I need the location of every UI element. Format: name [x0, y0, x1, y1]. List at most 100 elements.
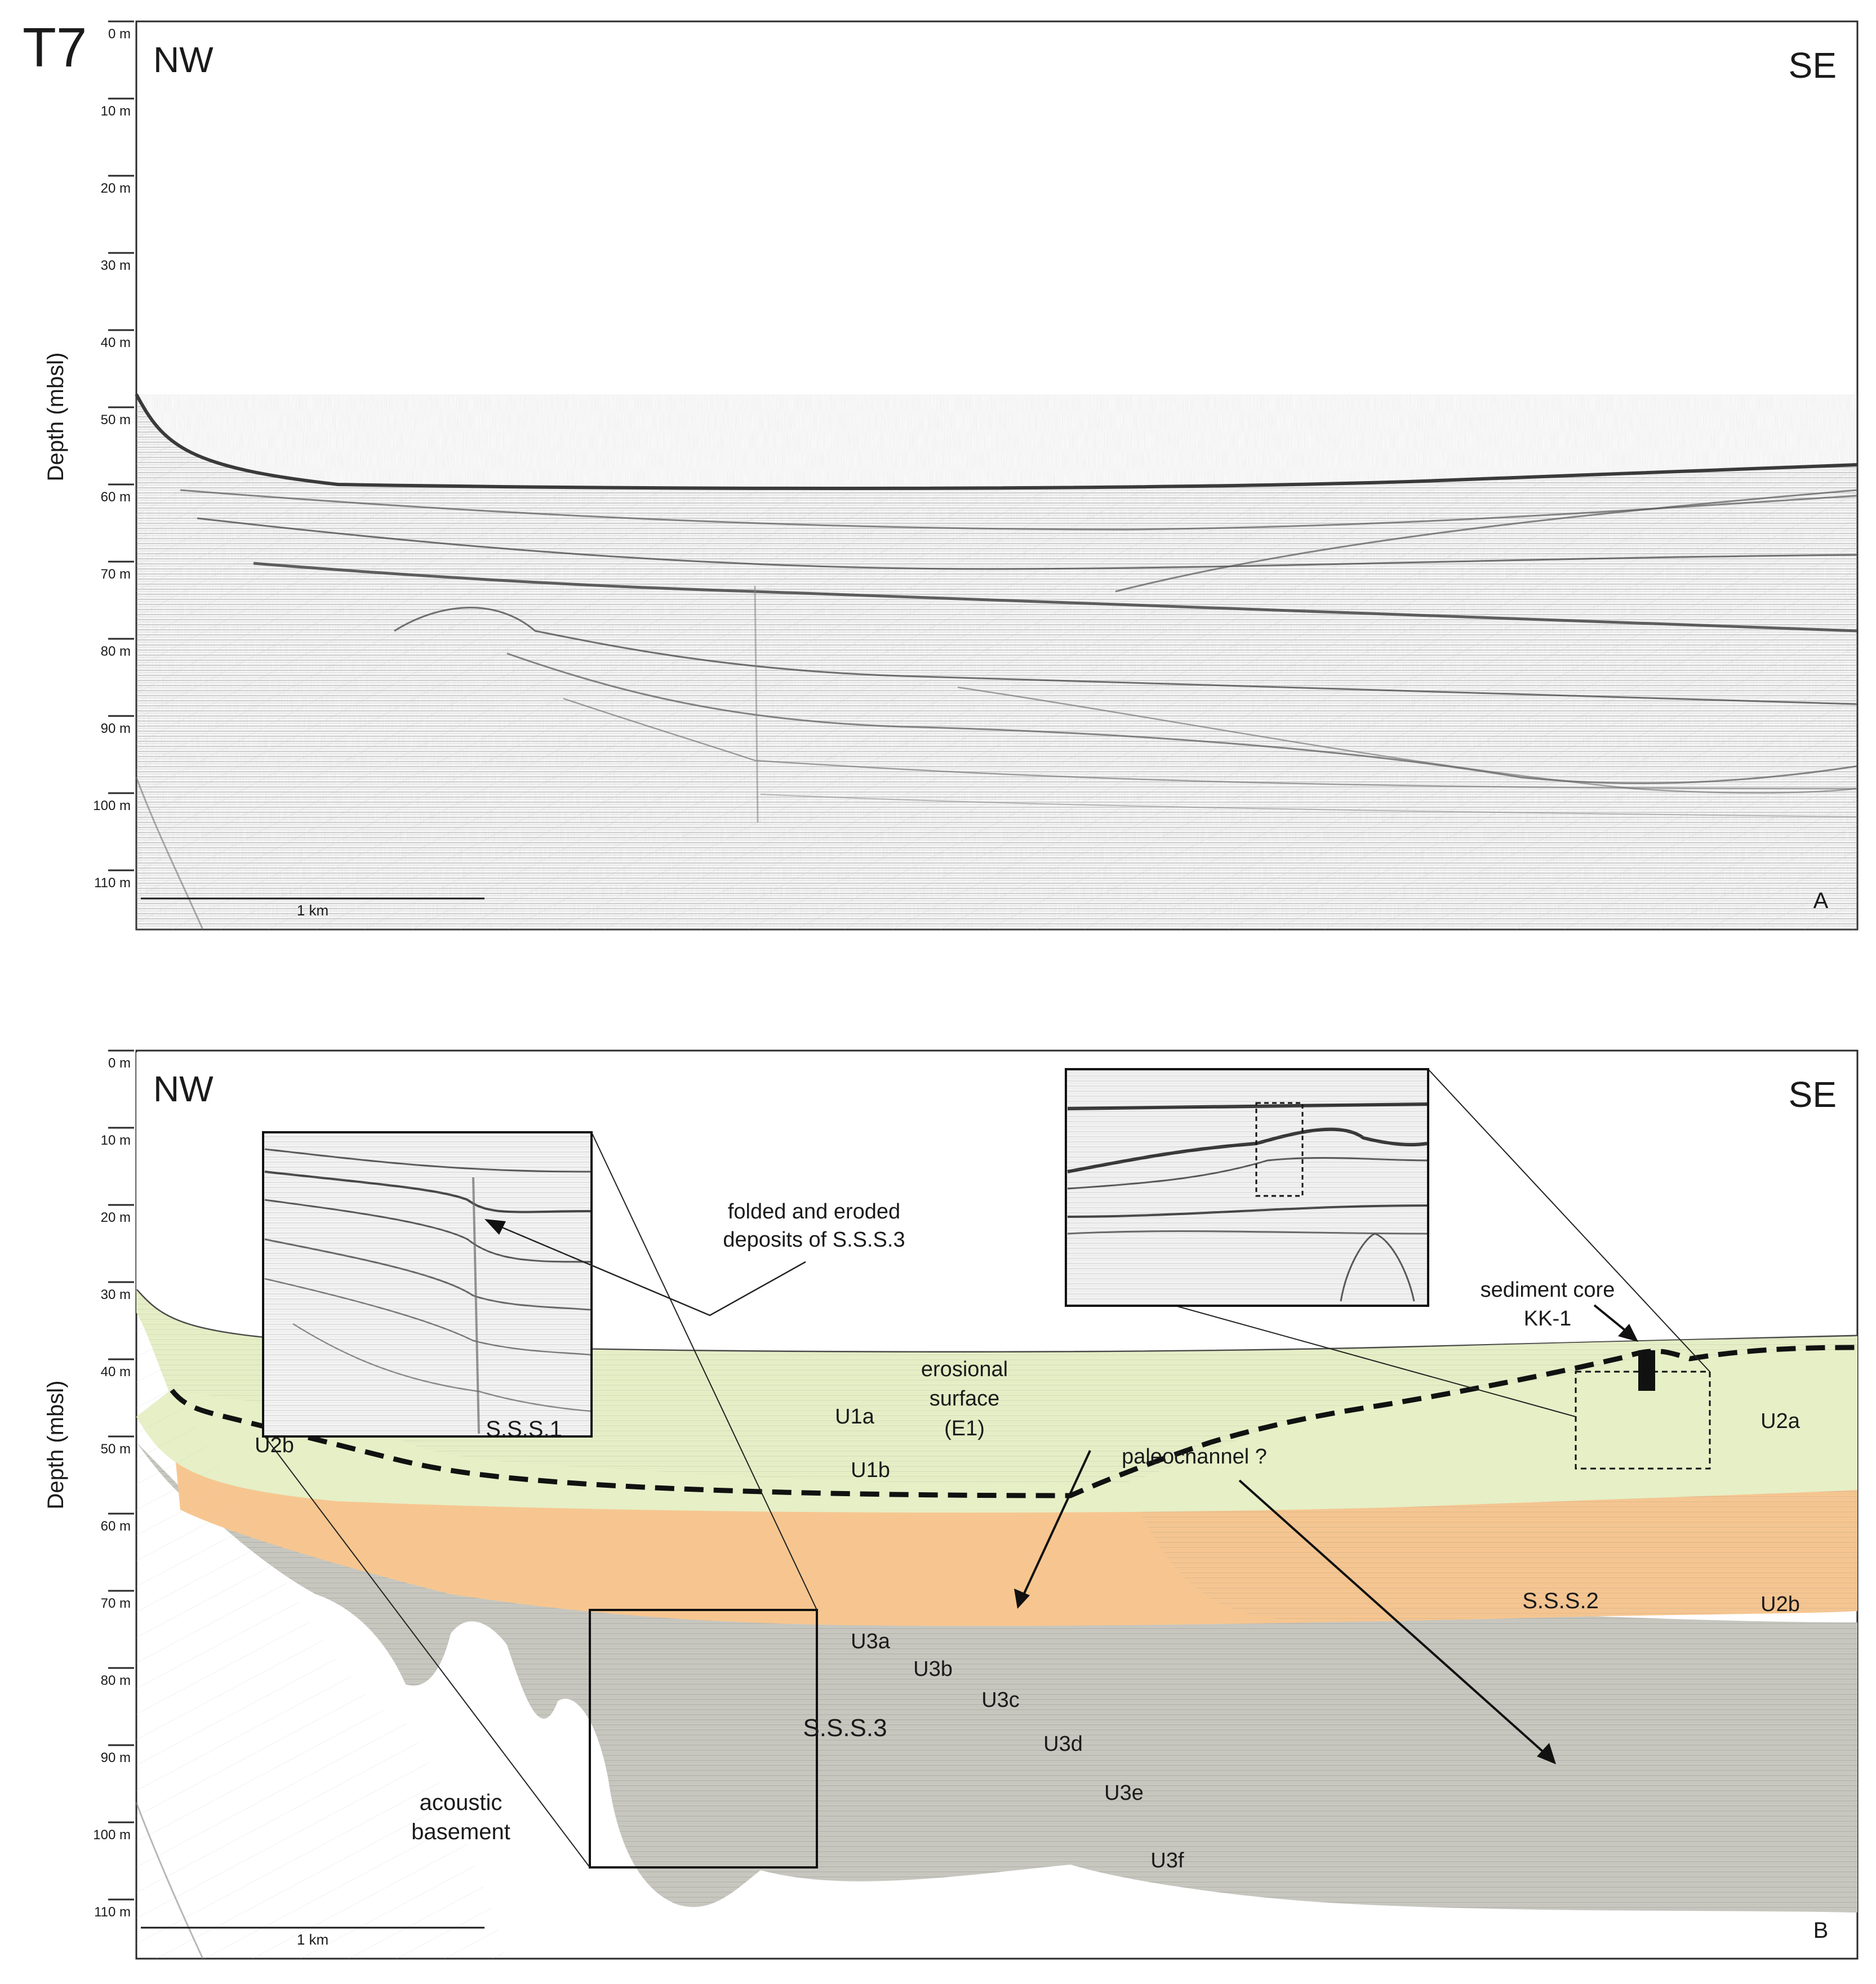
- depth-tick-label: 60 m: [101, 490, 131, 505]
- paleochannel-arrowhead: [1537, 1743, 1556, 1764]
- depth-tick-label: 0 m: [108, 1056, 131, 1071]
- unit-u1b-label: U1b: [851, 1458, 890, 1482]
- folded-deposits-label-2: deposits of S.S.S.3: [723, 1228, 905, 1252]
- panel-b-depth-axis-title: Depth (mbsl): [43, 1381, 68, 1510]
- depth-tick-label: 70 m: [101, 1596, 131, 1611]
- depth-tick-label: 30 m: [101, 258, 131, 273]
- panel-a-depth-axis: 0 m 10 m 20 m 30 m 40 m 50 m 60 m 70 m 80 m 90 m 1…: [93, 20, 134, 891]
- erosional-label-1: erosional: [921, 1358, 1008, 1381]
- erosional-label-3: (E1): [944, 1417, 985, 1440]
- unit-u2b-left-label: U2b: [255, 1434, 294, 1457]
- sss1-label: S.S.S.1: [486, 1417, 562, 1442]
- depth-tick-label: 40 m: [101, 1364, 131, 1380]
- depth-tick-label: 90 m: [101, 721, 131, 736]
- depth-tick-label: 110 m: [94, 875, 131, 891]
- panel-a-reflector: [563, 697, 1858, 790]
- sss3-label: S.S.S.3: [803, 1714, 887, 1742]
- unit-u3f-label: U3f: [1150, 1849, 1184, 1872]
- panel-b-se-label: SE: [1789, 1074, 1837, 1115]
- panel-b: 1 km B NW SE: [135, 1049, 1859, 1960]
- panel-a-depth-axis-title: Depth (mbsl): [43, 353, 68, 482]
- panel-a: 1 km A NW SE: [135, 20, 1859, 931]
- depth-tick-label: 60 m: [101, 1519, 131, 1534]
- depth-tick-label: 0 m: [108, 26, 131, 42]
- panel-b-nw-label: NW: [153, 1069, 214, 1109]
- erosional-label-2: surface: [930, 1387, 1000, 1411]
- panel-a-deep-texture: [136, 394, 1857, 929]
- basement-label-2: basement: [411, 1820, 510, 1844]
- panel-a-nw-label: NW: [153, 39, 214, 80]
- depth-tick-label: 10 m: [101, 104, 131, 119]
- unit-u2b-right-label: U2b: [1761, 1592, 1800, 1616]
- inset-left: [262, 1131, 593, 1438]
- inset-left-texture: [264, 1133, 590, 1435]
- depth-tick-label: 100 m: [93, 1827, 131, 1843]
- panel-a-reflector: [197, 517, 1858, 570]
- acoustic-basement-edge: [135, 1802, 204, 1959]
- paleochannel-pointer: [1238, 1479, 1548, 1756]
- unit-u3d-label: U3d: [1043, 1732, 1083, 1756]
- unit-u3e-label: U3e: [1104, 1781, 1144, 1805]
- zoom-connector: [1428, 1069, 1710, 1372]
- inset-right: [1065, 1068, 1429, 1307]
- panel-a-fault: [754, 585, 759, 823]
- panel-a-letter: A: [1813, 888, 1829, 913]
- depth-tick-label: 20 m: [101, 1210, 131, 1225]
- acoustic-basement: [136, 1313, 507, 1959]
- figure-label: T7: [23, 16, 87, 78]
- folded-deposits-arrowhead: [484, 1219, 506, 1235]
- depth-tick-label: 50 m: [101, 1442, 131, 1457]
- depth-tick-label: 30 m: [101, 1287, 131, 1302]
- panel-b-depth-axis: 0 m 10 m 20 m 30 m 40 m 50 m 60 m 70 m 80 m 90 m 1…: [93, 1049, 134, 1920]
- zoom-connector: [591, 1132, 817, 1611]
- depth-tick-label: 20 m: [101, 181, 131, 196]
- sediment-core-kk1: [1638, 1350, 1655, 1391]
- panel-a-reflector: [253, 562, 1858, 633]
- sss3-reflectors: [136, 1442, 1857, 1912]
- panel-b-scale-label: 1 km: [297, 1931, 328, 1948]
- panel-a-reflector: [506, 652, 1858, 784]
- depth-tick-label: 80 m: [101, 1673, 131, 1688]
- unit-u2a-label: U2a: [1761, 1409, 1801, 1433]
- depth-tick-label: 110 m: [94, 1905, 131, 1920]
- panel-a-scale-label: 1 km: [297, 902, 328, 919]
- panel-a-reflector: [957, 686, 1858, 794]
- inset-right-core-box: [1255, 1102, 1304, 1197]
- depth-tick-label: 70 m: [101, 567, 131, 582]
- depth-tick-label: 90 m: [101, 1750, 131, 1765]
- zoom-box-left: [589, 1609, 818, 1869]
- panel-a-seafloor-line: [135, 393, 1858, 490]
- panel-a-se-label: SE: [1789, 45, 1837, 86]
- paleochannel-label: paleochannel ?: [1122, 1445, 1267, 1469]
- unit-u3c-label: U3c: [981, 1688, 1020, 1712]
- depth-tick-label: 80 m: [101, 644, 131, 659]
- panel-a-reflector: [180, 489, 1858, 531]
- erosional-arrowhead: [1014, 1589, 1030, 1609]
- depth-tick-label: 50 m: [101, 412, 131, 428]
- unit-u1a-label: U1a: [835, 1405, 875, 1429]
- sss1-upper-band: [136, 1391, 338, 1501]
- core-arrowhead: [1618, 1324, 1638, 1342]
- sss1-region: [136, 1349, 1857, 1513]
- folded-deposits-label-1: folded and eroded: [728, 1200, 900, 1224]
- sss2-label: S.S.S.2: [1522, 1589, 1599, 1613]
- depth-tick-label: 100 m: [93, 798, 131, 813]
- panel-a-seismic: [135, 393, 1858, 930]
- depth-tick-label: 40 m: [101, 335, 131, 350]
- zoom-connector: [264, 1436, 590, 1868]
- panel-a-basement-edge: [135, 777, 204, 930]
- panel-a-reflector: [1115, 489, 1858, 593]
- inset-right-texture: [1067, 1070, 1427, 1305]
- unit-u3a-label: U3a: [851, 1630, 891, 1653]
- erosional-pointer: [1021, 1450, 1091, 1598]
- folded-deposits-pointer: [490, 1221, 806, 1316]
- depth-tick-label: 10 m: [101, 1133, 131, 1148]
- panel-b-letter: B: [1813, 1918, 1829, 1943]
- panel-a-reflector: [394, 607, 1858, 705]
- core-label-2: KK-1: [1524, 1307, 1571, 1331]
- core-label-1: sediment core: [1481, 1278, 1615, 1302]
- panel-a-reflector: [760, 794, 1858, 817]
- basement-label-1: acoustic: [420, 1790, 503, 1815]
- unit-u3b-label: U3b: [913, 1657, 953, 1681]
